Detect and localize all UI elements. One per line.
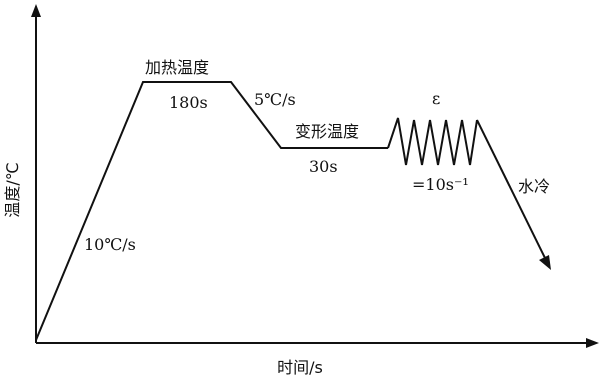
deformation-zigzag xyxy=(387,117,478,166)
quench-arrow xyxy=(539,255,551,270)
deformation-temperature-label: 变形温度 xyxy=(295,122,359,141)
heating-temperature-label: 加热温度 xyxy=(145,58,209,77)
process-curve xyxy=(35,81,388,341)
heating-rate-label: 10℃/s xyxy=(84,235,136,254)
strain-symbol-label: ε xyxy=(432,89,440,108)
cooling-rate-label: 5℃/s xyxy=(254,90,296,109)
heating-hold-label: 180s xyxy=(169,93,208,112)
y-axis-arrow xyxy=(31,4,41,17)
quench-label: 水冷 xyxy=(518,177,550,196)
deformation-hold-label: 30s xyxy=(309,157,338,176)
quench-line xyxy=(476,119,546,259)
x-axis-label: 时间/s xyxy=(277,358,323,377)
x-axis-arrow xyxy=(586,338,599,348)
strain-rate-label: =10s⁻¹ xyxy=(412,175,469,194)
y-axis-label: 温度/℃ xyxy=(3,162,22,217)
